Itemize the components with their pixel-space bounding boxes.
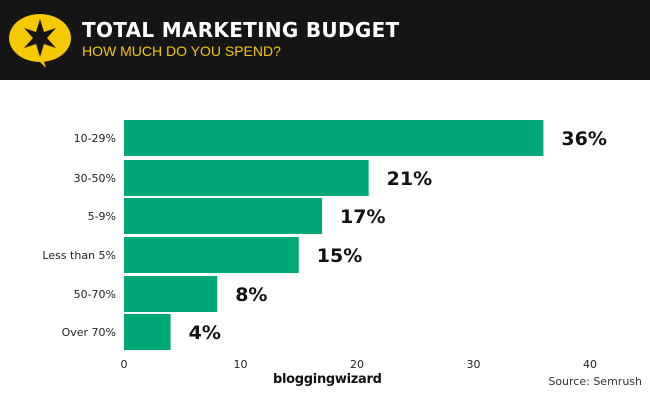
- speech-bubble-star-logo: [9, 14, 71, 68]
- source-note: Source: Semrush: [548, 375, 642, 388]
- category-label: Over 70%: [62, 326, 116, 339]
- bar: [124, 120, 544, 156]
- x-tick-label: 0: [121, 358, 128, 371]
- data-label: 21%: [387, 168, 432, 190]
- category-label: Less than 5%: [42, 249, 116, 262]
- bar: [124, 237, 299, 273]
- x-tick-label: 40: [583, 358, 597, 371]
- data-label: 4%: [189, 322, 221, 344]
- bar-chart: 10-29% 36% 30-50% 21% 5-9% 17% Less than 5% 15%…: [42, 120, 607, 371]
- data-label: 36%: [561, 128, 606, 150]
- x-tick-label: 30: [467, 358, 481, 371]
- category-label: 5-9%: [88, 210, 116, 223]
- header: TOTAL MARKETING BUDGET HOW MUCH DO YOU S…: [0, 0, 650, 80]
- bar: [124, 160, 369, 196]
- x-tick-label: 10: [234, 358, 248, 371]
- page-subtitle: HOW MUCH DO YOU SPEND?: [82, 43, 281, 59]
- bar: [124, 276, 218, 312]
- category-label: 10-29%: [74, 132, 116, 145]
- category-label: 30-50%: [74, 172, 116, 185]
- bar: [124, 314, 171, 350]
- data-label: 8%: [235, 284, 267, 306]
- x-tick-label: 20: [350, 358, 364, 371]
- data-label: 15%: [317, 245, 362, 267]
- data-label: 17%: [340, 206, 385, 228]
- page-title: TOTAL MARKETING BUDGET: [82, 18, 400, 42]
- brand-logo: bloggingwizard: [273, 372, 382, 387]
- category-label: 50-70%: [74, 288, 116, 301]
- bar: [124, 198, 323, 234]
